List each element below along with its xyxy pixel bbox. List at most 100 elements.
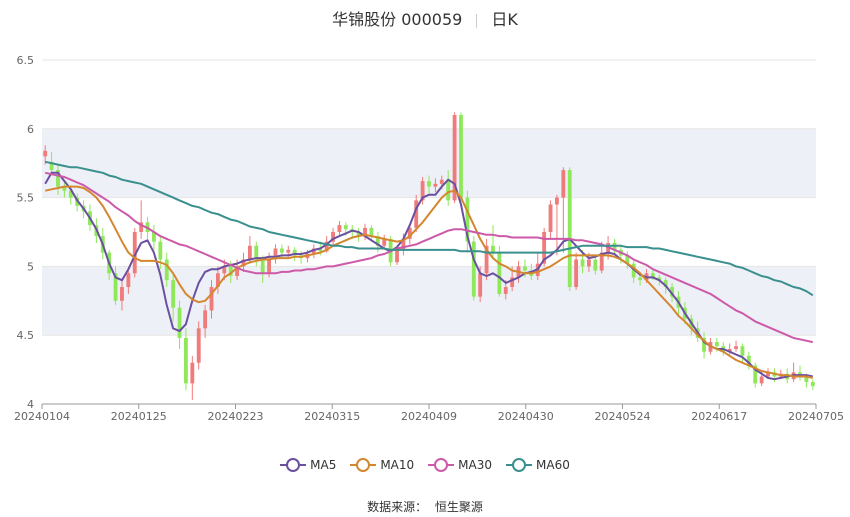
candle-down <box>471 241 476 297</box>
candle-up <box>484 245 489 274</box>
candle-down <box>804 376 809 382</box>
candle-up <box>222 266 227 274</box>
candle-up <box>382 238 387 246</box>
legend-label: MA5 <box>310 458 337 472</box>
candle-up <box>766 372 770 377</box>
x-tick-label: 20240524 <box>595 410 651 423</box>
candle-up <box>132 232 137 274</box>
candle-up <box>324 241 329 252</box>
candle-down <box>593 259 598 271</box>
candle-down <box>292 249 297 256</box>
candle-down <box>446 179 451 201</box>
y-tick-label: 6 <box>27 123 34 136</box>
ma60-line <box>44 160 814 297</box>
legend-swatch-dot <box>286 458 301 472</box>
source-label: 数据来源： <box>367 500 428 514</box>
candle-down <box>260 259 265 274</box>
y-tick-label: 5 <box>27 260 34 273</box>
candle-down <box>164 259 169 281</box>
y-tick-label: 4.5 <box>17 329 35 342</box>
candle-up <box>542 232 547 264</box>
legend-item-ma60[interactable]: MA60 <box>506 458 570 472</box>
candle-down <box>491 245 495 253</box>
candle-up <box>555 197 559 205</box>
candle-down <box>567 170 572 288</box>
x-tick-label: 20240409 <box>401 410 457 423</box>
candle-up <box>235 266 240 277</box>
legend-label: MA10 <box>380 458 415 472</box>
candle-down <box>650 273 655 278</box>
candle-up <box>414 200 419 228</box>
legend: MA5 MA10 MA30 MA60 <box>0 458 850 475</box>
candle-down <box>152 232 156 242</box>
stock-name: 华锦股份 000059 <box>332 10 463 29</box>
y-tick-label: 6.5 <box>17 54 35 67</box>
candle-up <box>190 362 195 384</box>
candle-down <box>228 266 233 277</box>
candle-down <box>171 280 176 308</box>
candle-down <box>254 245 259 260</box>
x-tick-label: 20240223 <box>208 410 264 423</box>
candle-down <box>523 266 527 271</box>
x-tick-label: 20240705 <box>788 410 844 423</box>
candle-down <box>318 248 323 252</box>
candle-down <box>49 161 54 171</box>
x-tick-label: 20240430 <box>498 410 554 423</box>
legend-item-ma30[interactable]: MA30 <box>428 458 492 472</box>
candle-down <box>657 277 662 281</box>
candle-down <box>279 248 284 253</box>
ma10-line <box>44 185 814 379</box>
candle-down <box>177 307 182 338</box>
candle-up <box>586 259 591 267</box>
legend-swatch-dot <box>356 458 371 472</box>
candle-up <box>478 273 483 297</box>
legend-swatch <box>506 458 533 472</box>
x-tick-label: 20240617 <box>691 410 747 423</box>
candle-up <box>209 287 214 311</box>
candle-down <box>113 273 118 301</box>
candle-up <box>510 277 515 288</box>
candle-down <box>375 236 380 246</box>
title-separator <box>476 13 478 28</box>
candle-up <box>331 232 335 242</box>
candle-up <box>561 170 566 198</box>
candle-up <box>759 376 764 384</box>
plot-band <box>42 266 816 336</box>
candle-down <box>631 263 636 278</box>
x-tick-label: 20240315 <box>304 410 360 423</box>
candle-up <box>337 225 342 232</box>
legend-item-ma10[interactable]: MA10 <box>350 458 414 472</box>
candle-down <box>343 225 348 230</box>
candle-down <box>68 190 73 198</box>
candle-down <box>184 337 188 384</box>
candle-up <box>574 259 579 288</box>
candle-down <box>158 241 163 260</box>
candle-up <box>43 150 48 157</box>
candle-up <box>548 204 553 232</box>
candle-down <box>465 197 470 242</box>
candle-up <box>241 259 246 267</box>
candle-up <box>273 248 278 260</box>
candle-up <box>247 245 252 260</box>
candle-down <box>427 181 431 187</box>
chart-title: 华锦股份 000059 日K <box>0 6 850 30</box>
candle-down <box>625 255 630 264</box>
candle-down <box>369 227 374 237</box>
x-tick-label: 20240104 <box>14 410 70 423</box>
candle-up <box>734 346 738 349</box>
candle-down <box>459 115 463 198</box>
candle-up <box>126 273 131 288</box>
legend-swatch <box>428 458 455 472</box>
candle-down <box>580 259 585 267</box>
y-tick-label: 5.5 <box>17 192 35 205</box>
candle-down <box>497 252 502 294</box>
candle-up <box>599 252 604 271</box>
ma30-line <box>44 171 814 344</box>
candle-down <box>638 277 643 281</box>
candle-down <box>753 365 758 384</box>
candle-down <box>740 346 745 356</box>
legend-swatch-dot <box>512 458 527 472</box>
legend-item-ma5[interactable]: MA5 <box>280 458 336 472</box>
candle-down <box>663 280 668 288</box>
legend-label: MA30 <box>458 458 493 472</box>
